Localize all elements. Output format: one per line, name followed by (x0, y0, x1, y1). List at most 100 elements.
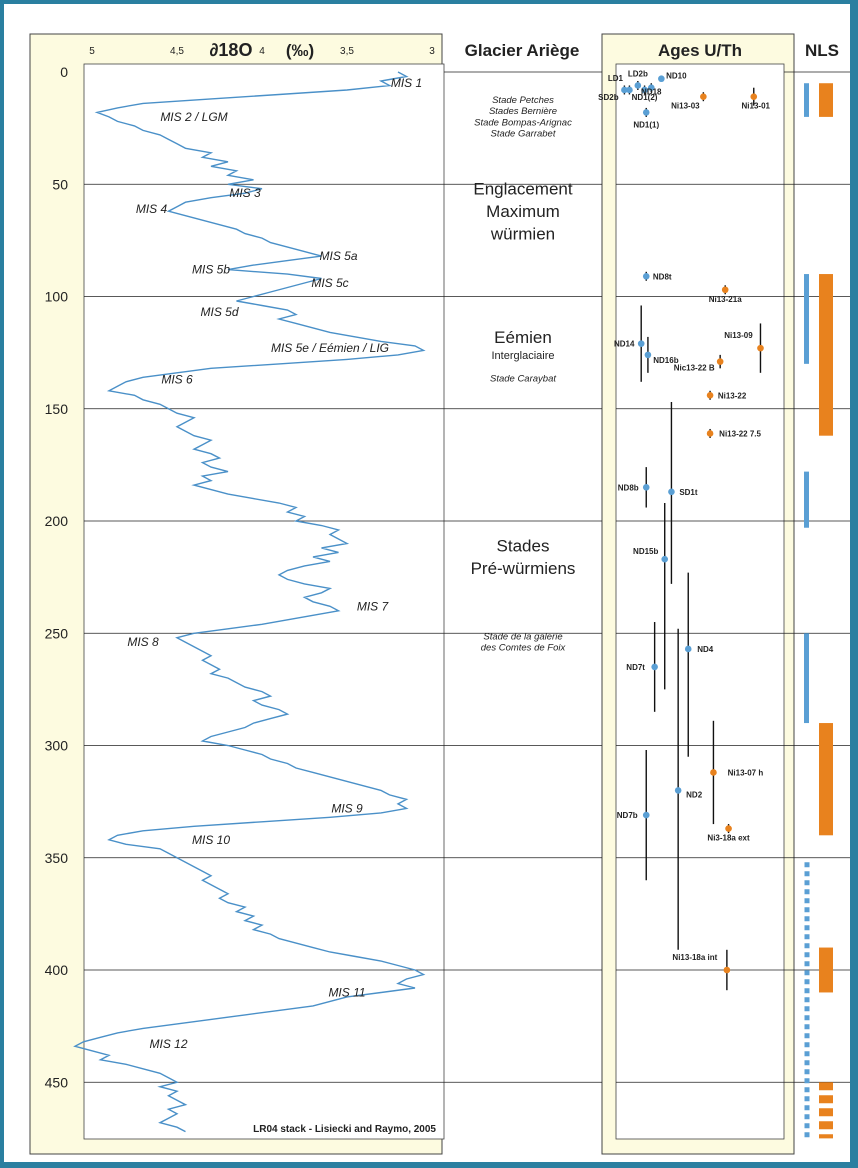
age-label: Ni13-22 7.5 (719, 429, 761, 438)
ages-column-title: Ages U/Th (658, 41, 742, 60)
age-point (626, 86, 633, 94)
d18o-axis-unit: (‰) (286, 41, 314, 60)
age-label: ND14 (614, 340, 635, 349)
mis-label: MIS 11 (328, 985, 365, 999)
glacier-entry: des Comtes de Foix (481, 643, 567, 654)
mis-label: MIS 9 (331, 801, 363, 815)
age-point (725, 825, 732, 832)
nls-column-title: NLS (805, 41, 839, 60)
d18o-plot-area (83, 63, 445, 1140)
age-point (674, 787, 682, 794)
mis-label: MIS 3 (229, 186, 261, 200)
age-label: Ni13-21a (709, 295, 742, 304)
nls-bar-orange (819, 723, 833, 836)
d18o-tick-label: 4 (259, 46, 265, 57)
glacier-entry: Stades (497, 537, 550, 556)
mis-label: MIS 12 (149, 1037, 187, 1051)
mis-label: MIS 8 (127, 635, 159, 649)
glacier-entry: Stade de la galerie (483, 631, 562, 642)
d18o-series (73, 71, 426, 1133)
age-label: ND2 (686, 790, 703, 799)
age-label: Ni13-03 (671, 102, 700, 111)
nls-bars (804, 83, 833, 1139)
age-point (668, 488, 675, 496)
glacier-entry: Stades Bernière (489, 106, 557, 117)
nls-bar-blue (804, 633, 809, 724)
age-point (658, 75, 665, 83)
depth-tick-label: 0 (60, 64, 68, 80)
age-label: Ni13-01 (742, 102, 771, 111)
glacier-entry: Stade Garrabet (491, 129, 556, 140)
mis-label: MIS 5c (311, 276, 348, 290)
age-point (647, 84, 655, 92)
d18o-line (73, 71, 426, 1133)
mis-label: MIS 6 (161, 373, 193, 387)
age-point (634, 82, 642, 89)
depth-tick-label: 400 (45, 962, 69, 978)
d18o-tick-label: 5 (89, 46, 95, 57)
depth-tick-label: 350 (45, 850, 69, 866)
nls-bar-orange (819, 274, 833, 436)
figure-svg: 0 50 100 150 200 250 300 350 400 450 5 4,5 4 3,5 3 ∂1… (29, 33, 850, 1155)
age-point (757, 344, 764, 352)
age-point (721, 286, 729, 294)
depth-gridlines (84, 71, 850, 1083)
mis-label: MIS 7 (357, 599, 390, 613)
depth-tick-label: 50 (52, 176, 68, 192)
glacier-entry: Englacement (473, 180, 573, 199)
mis-label: MIS 5a (319, 249, 357, 263)
d18o-tick-label: 4,5 (170, 46, 184, 57)
depth-tick-label: 450 (45, 1074, 69, 1090)
source-label: LR04 stack - Lisiecki and Raymo, 2005 (253, 1124, 436, 1135)
depth-tick-label: 100 (45, 289, 69, 305)
glacier-entry: Pré-würmiens (471, 559, 576, 578)
d18o-tick-label: 3 (429, 46, 435, 57)
depth-tick-label: 250 (45, 625, 69, 641)
age-point (716, 358, 724, 365)
age-label: ND4 (697, 645, 714, 654)
age-label: LD1 (608, 74, 624, 83)
age-point (706, 391, 714, 399)
age-point (642, 109, 650, 116)
depth-tick-labels: 0 50 100 150 200 250 300 350 400 450 (45, 64, 69, 1090)
age-point (642, 811, 650, 819)
age-label: ND1(2) (632, 93, 658, 102)
glacier-entry: Eémien (494, 328, 552, 347)
mis-label: MIS 5e / Eémien / LIG (271, 341, 389, 355)
depth-tick-label: 200 (45, 513, 69, 529)
d18o-tick-label: 3,5 (340, 46, 354, 57)
age-label: ND15b (633, 547, 658, 556)
mis-label: MIS 5b (192, 263, 230, 277)
age-point (750, 93, 758, 100)
age-label: ND8t (653, 272, 672, 281)
age-point (644, 351, 652, 359)
depth-tick-label: 300 (45, 738, 69, 754)
age-point (641, 86, 648, 94)
age-label: Ni13-09 (724, 331, 753, 340)
nls-bar-orange (819, 83, 833, 117)
d18o-ticks: 5 4,5 4 3,5 3 (89, 46, 435, 57)
age-label: Ni13-22 (718, 391, 747, 400)
ages-samples: LD1 SD2b LD2b ND1(2)ND18 ND10 ND1(1) Ni13-03 Ni… (598, 69, 771, 991)
glacier-entry: würmien (490, 225, 555, 244)
nls-bar-blue (804, 83, 809, 117)
age-label: Ni13-18a int (672, 953, 717, 962)
age-label: ND7b (617, 811, 638, 820)
glacier-entry: Stade Caraybat (490, 373, 556, 384)
nls-bar-orange (819, 947, 833, 993)
age-point (642, 272, 650, 280)
mis-label: MIS 2 / LGM (160, 110, 227, 124)
glacier-entry: Maximum (486, 202, 560, 221)
age-point (661, 555, 669, 563)
age-label: ND10 (666, 72, 687, 81)
glacier-column-title: Glacier Ariège (465, 41, 580, 60)
age-point (621, 86, 628, 94)
age-label: ND7t (626, 663, 645, 672)
d18o-axis-label: ∂18O (210, 40, 253, 60)
age-label: ND16b (653, 356, 678, 365)
age-point (710, 769, 717, 776)
glacier-entry: Stade Bompas-Arignac (474, 117, 572, 128)
age-label: ND1(1) (633, 120, 659, 129)
ages-plot-area (615, 63, 785, 1140)
